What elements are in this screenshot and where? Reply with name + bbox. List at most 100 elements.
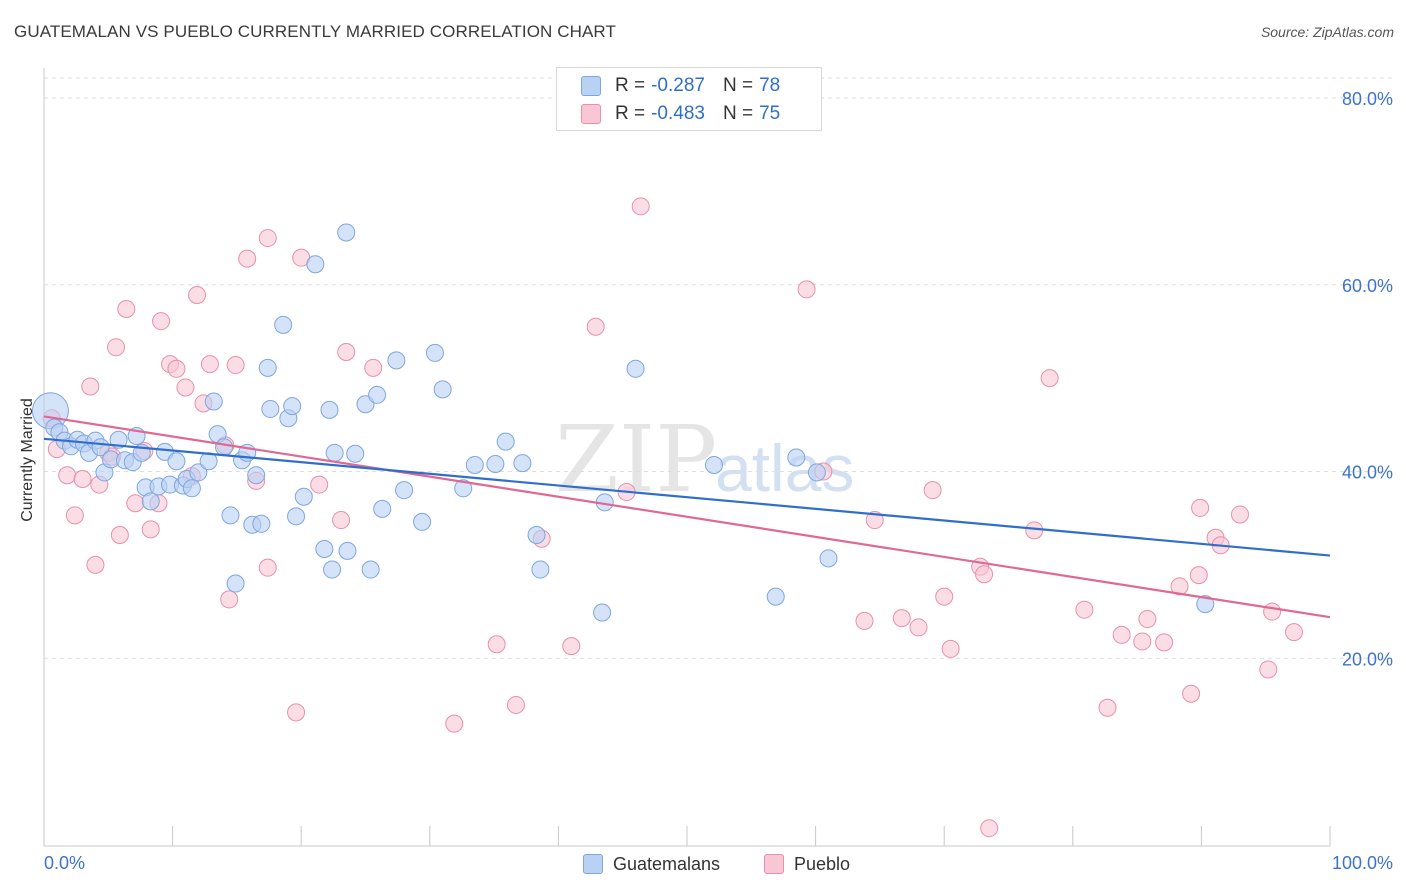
data-point-pueblo: [586, 317, 605, 336]
data-point-guatemalans: [204, 392, 223, 411]
data-point-guatemalans: [465, 455, 484, 474]
data-point-guatemalans: [294, 487, 313, 506]
data-point-guatemalans: [258, 358, 277, 377]
data-point-guatemalans: [413, 512, 432, 531]
watermark-zip: ZIP: [555, 406, 717, 513]
data-point-pueblo: [1182, 684, 1201, 703]
data-point-guatemalans: [247, 466, 266, 485]
data-point-guatemalans: [141, 492, 160, 511]
data-point-pueblo: [73, 469, 92, 488]
data-point-pueblo: [258, 229, 277, 248]
data-point-guatemalans: [189, 463, 208, 482]
legend-label-guatemalans: Guatemalans: [613, 853, 721, 874]
trend-line-guatemalans: [43, 437, 1331, 557]
legend-n-label: N =: [722, 103, 754, 124]
data-point-guatemalans: [261, 399, 280, 418]
data-point-pueblo: [865, 511, 884, 530]
data-point-pueblo: [107, 338, 126, 357]
chart-title: GUATEMALAN VS PUEBLO CURRENTLY MARRIED C…: [14, 22, 616, 41]
data-point-guatemalans: [368, 385, 387, 404]
data-point-pueblo: [445, 714, 464, 733]
data-point-pueblo: [935, 587, 954, 606]
legend-swatch-blue: [583, 854, 603, 874]
legend-r-value: -0.287: [651, 75, 705, 96]
data-point-pueblo: [909, 618, 928, 637]
data-point-pueblo: [258, 558, 277, 577]
data-point-guatemalans: [531, 560, 550, 579]
data-point-guatemalans: [527, 525, 546, 544]
data-point-pueblo: [1170, 577, 1189, 596]
data-point-guatemalans: [337, 223, 356, 242]
data-point-guatemalans: [425, 343, 444, 362]
axes: [43, 68, 1331, 847]
data-point-pueblo: [1284, 623, 1303, 642]
x-tick-label: 100.0%: [1332, 853, 1393, 873]
data-point-pueblo: [200, 355, 219, 374]
data-point-pueblo: [506, 695, 525, 714]
data-point-pueblo: [1191, 498, 1210, 517]
data-point-guatemalans: [221, 506, 240, 525]
data-point-guatemalans: [387, 351, 406, 370]
legend-r-value: -0.483: [651, 103, 705, 124]
y-tick-label: 60.0%: [1342, 276, 1393, 296]
data-point-pueblo: [1098, 698, 1117, 717]
data-point-pueblo: [310, 475, 329, 494]
data-point-pueblo: [238, 249, 257, 268]
data-point-guatemalans: [325, 443, 344, 462]
data-point-guatemalans: [287, 507, 306, 526]
legend-swatch-pink: [764, 854, 784, 874]
data-point-pueblo: [1230, 505, 1249, 524]
trend-line-pueblo: [43, 415, 1331, 619]
data-point-guatemalans: [1196, 595, 1215, 614]
tick-labels: 20.0% 40.0% 60.0% 80.0% 0.0% 100.0%: [44, 89, 1393, 873]
data-point-pueblo: [487, 635, 506, 654]
data-point-pueblo: [980, 819, 999, 838]
data-point-guatemalans: [167, 452, 186, 471]
data-point-guatemalans: [433, 380, 452, 399]
legend-row-pueblo: R = -0.483 N = 75: [581, 102, 780, 126]
grid: [44, 77, 1392, 659]
legend-swatch-blue: [581, 76, 601, 96]
data-point-pueblo: [337, 342, 356, 361]
data-point-pueblo: [152, 312, 171, 331]
legend-label-pueblo: Pueblo: [794, 853, 851, 874]
data-point-guatemalans: [306, 255, 325, 274]
data-point-pueblo: [631, 197, 650, 216]
data-point-guatemalans: [315, 540, 334, 559]
data-point-pueblo: [167, 359, 186, 378]
y-tick-label: 20.0%: [1342, 649, 1393, 669]
correlation-legend: R = -0.287 N = 78 R = -0.483 N = 75: [556, 67, 822, 131]
legend-item-pueblo: Pueblo: [764, 852, 850, 876]
data-point-pueblo: [220, 590, 239, 609]
data-point-guatemalans: [395, 481, 414, 500]
data-point-guatemalans: [109, 430, 128, 449]
data-point-guatemalans: [283, 397, 302, 416]
data-point-pueblo: [65, 506, 84, 525]
data-point-guatemalans: [215, 438, 234, 457]
data-point-pueblo: [126, 494, 145, 513]
data-point-pueblo: [892, 609, 911, 628]
data-point-pueblo: [86, 555, 105, 574]
data-point-pueblo: [1112, 625, 1131, 644]
trend-lines: [43, 415, 1331, 619]
data-point-pueblo: [110, 525, 129, 544]
data-point-pueblo: [975, 565, 994, 584]
data-point-guatemalans: [454, 479, 473, 498]
source-label: Source: ZipAtlas.com: [1260, 24, 1394, 40]
y-tick-label: 80.0%: [1342, 89, 1393, 109]
data-point-pueblo: [1263, 602, 1282, 621]
y-tick-label: 40.0%: [1342, 463, 1393, 483]
data-point-guatemalans: [373, 499, 392, 518]
data-point-pueblo: [141, 520, 160, 539]
data-point-pueblo: [1138, 610, 1157, 629]
data-point-guatemalans: [513, 454, 532, 473]
legend-r-label: R =: [615, 75, 646, 96]
data-point-pueblo: [855, 611, 874, 630]
data-point-guatemalans: [819, 549, 838, 568]
watermark-atlas: atlas: [715, 431, 854, 505]
data-point-pueblo: [287, 703, 306, 722]
data-point-pueblo: [941, 639, 960, 658]
data-point-pueblo: [332, 511, 351, 530]
data-point-pueblo: [58, 466, 77, 485]
